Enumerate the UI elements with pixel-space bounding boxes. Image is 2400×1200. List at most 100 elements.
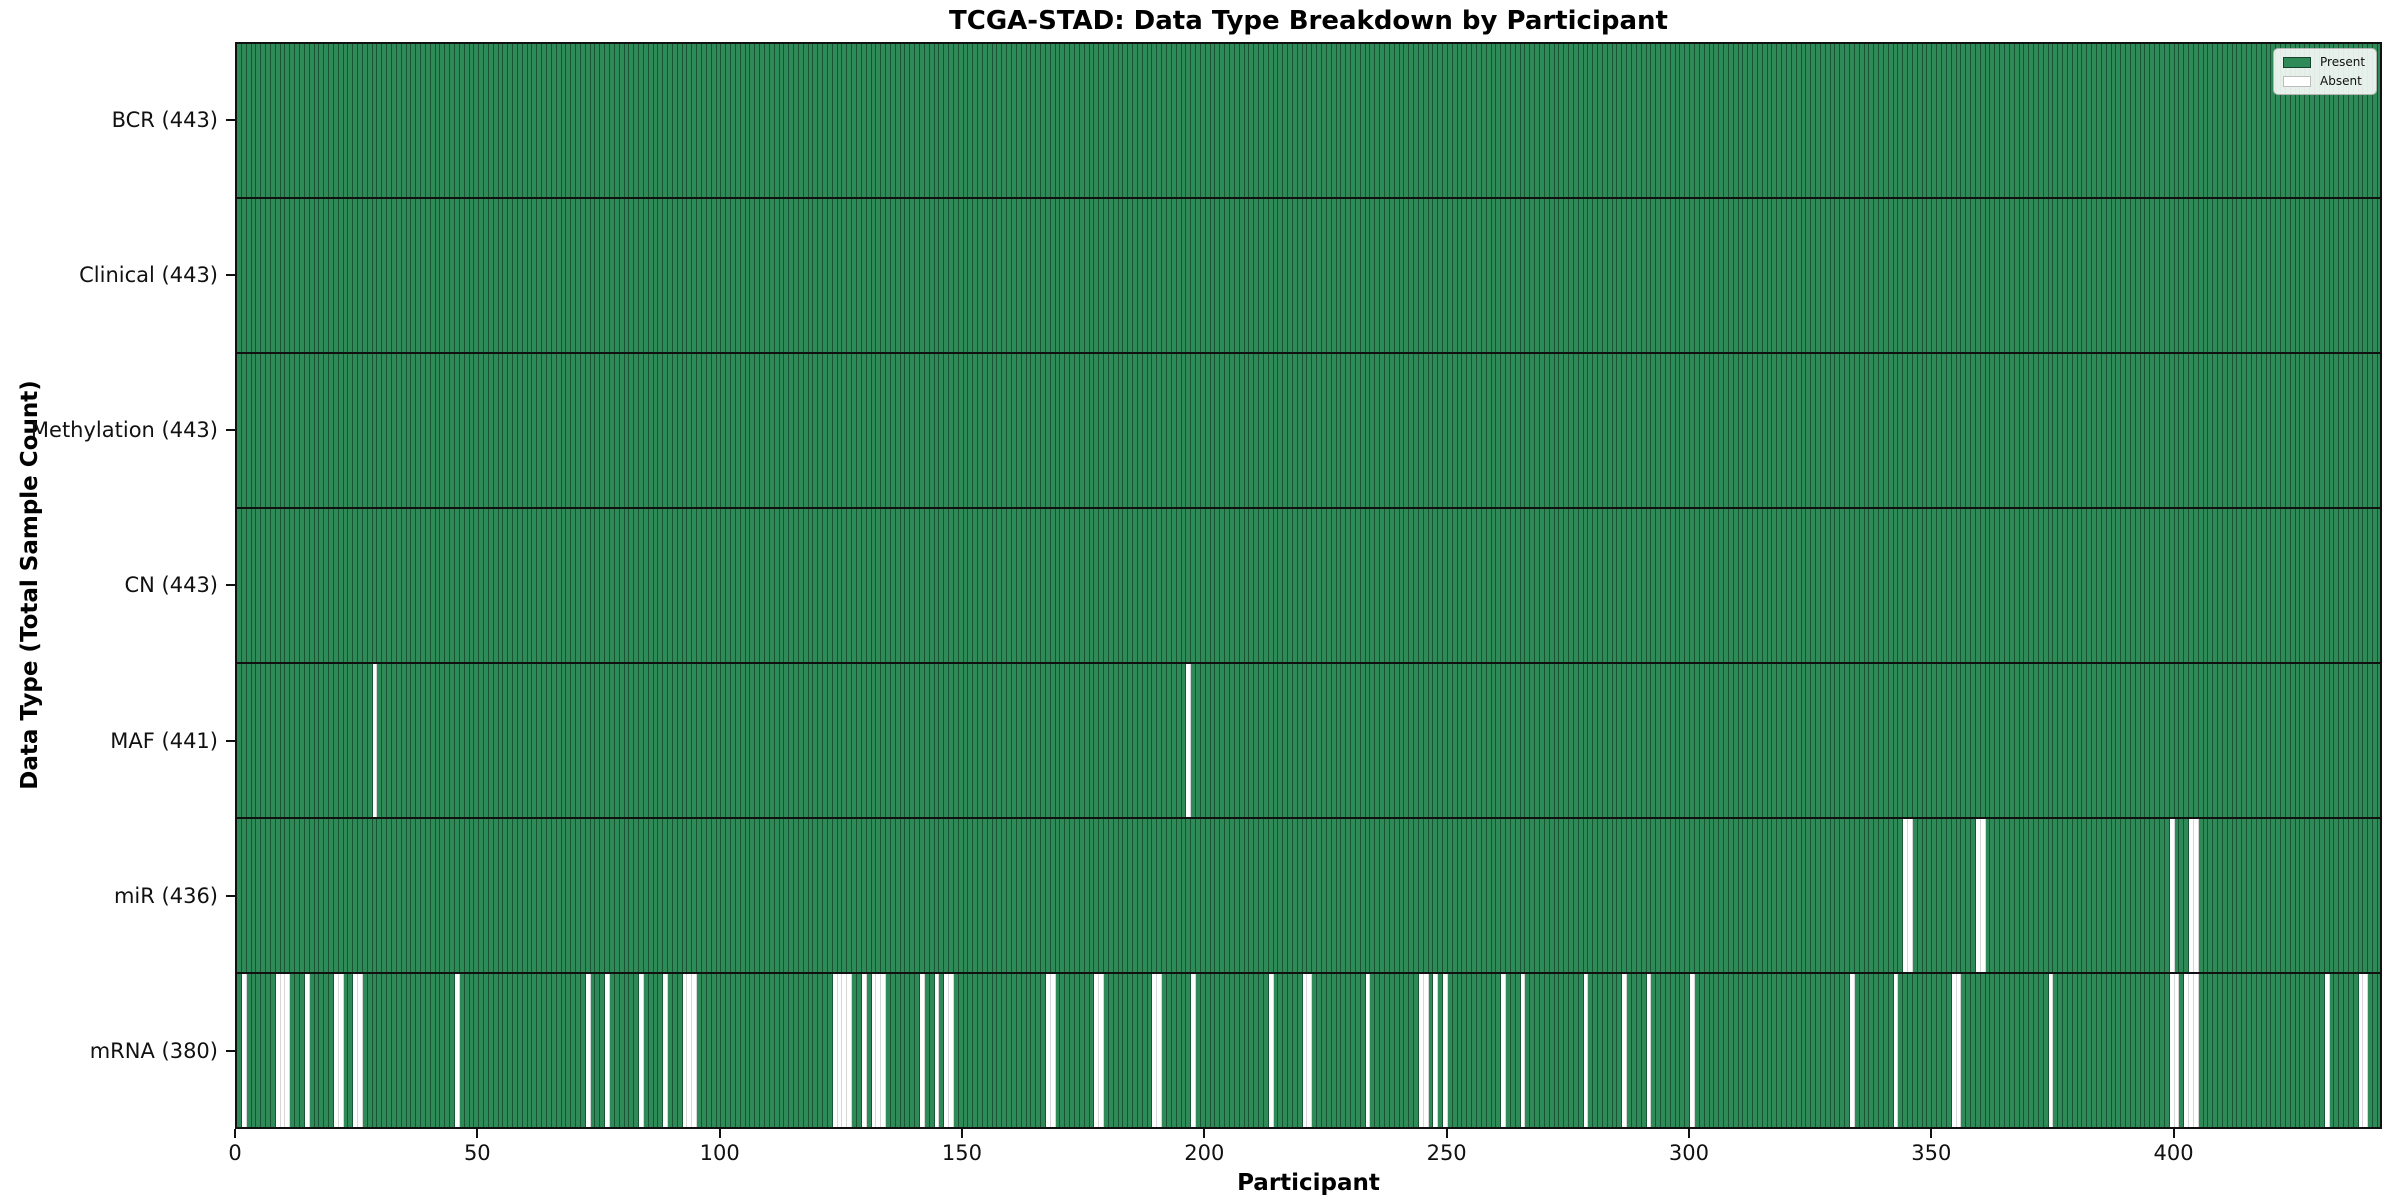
present-cell (1288, 44, 1293, 197)
present-cell (1840, 509, 1846, 662)
present-cell (1259, 509, 1264, 662)
present-cell (547, 974, 552, 1127)
present-cell (929, 819, 935, 972)
present-cell (256, 664, 262, 817)
heatmap-row-cn (237, 509, 2380, 664)
present-cell (2344, 974, 2349, 1127)
present-cell (1443, 354, 1448, 507)
present-cell (1757, 819, 1763, 972)
present-cell (2126, 199, 2131, 352)
present-cell (740, 509, 746, 662)
present-cell (953, 44, 959, 197)
present-cell (789, 509, 795, 662)
present-cell (1961, 664, 1967, 817)
present-cell (963, 974, 969, 1127)
present-cell (2029, 509, 2035, 662)
present-cell (1268, 199, 1274, 352)
present-cell (556, 44, 562, 197)
present-cell (978, 199, 983, 352)
present-cell (760, 819, 765, 972)
present-cell (2222, 44, 2228, 197)
present-cell (1627, 199, 1632, 352)
present-cell (1414, 44, 1419, 197)
present-cell (2077, 354, 2083, 507)
present-cell (1825, 819, 1831, 972)
present-cell (464, 44, 470, 197)
present-cell (1399, 819, 1405, 972)
present-cell (1225, 664, 1230, 817)
present-cell (1341, 509, 1347, 662)
present-cell (1656, 354, 1662, 507)
present-cell (1384, 44, 1390, 197)
present-cell (721, 974, 727, 1127)
present-cell (1825, 664, 1831, 817)
present-cell (2067, 354, 2073, 507)
x-tick-label: 350 (1911, 1141, 1952, 1165)
present-cell (842, 509, 848, 662)
present-cell (1738, 819, 1744, 972)
present-cell (702, 509, 707, 662)
present-cell (1849, 819, 1855, 972)
present-cell (401, 199, 407, 352)
present-cell (1074, 664, 1080, 817)
present-cell (2344, 44, 2349, 197)
present-cell (919, 199, 925, 352)
present-cell (1864, 509, 1870, 662)
present-cell (1520, 664, 1526, 817)
present-cell (818, 819, 824, 972)
present-cell (1893, 819, 1899, 972)
present-cell (1787, 664, 1792, 817)
present-cell (1283, 199, 1289, 352)
x-tick-label: 50 (463, 1141, 491, 1165)
present-cell (2184, 819, 2190, 972)
present-cell (1554, 974, 1560, 1127)
present-cell (639, 509, 644, 662)
heatmap-row-methylation (237, 354, 2380, 509)
present-cell (842, 199, 848, 352)
present-cell (1578, 199, 1584, 352)
present-cell (2111, 819, 2117, 972)
present-cell (1525, 509, 1531, 662)
present-cell (1002, 819, 1008, 972)
present-cell (2203, 44, 2209, 197)
present-cell (924, 819, 930, 972)
present-cell (1975, 664, 1981, 817)
present-cell (1874, 199, 1880, 352)
present-cell (358, 44, 363, 197)
present-cell (2295, 509, 2301, 662)
present-cell (2145, 44, 2151, 197)
present-cell (1447, 354, 1453, 507)
present-cell (600, 664, 606, 817)
present-cell (2155, 509, 2160, 662)
absent-cell (934, 974, 940, 1127)
absent-cell (1365, 974, 1371, 1127)
present-cell (2324, 664, 2330, 817)
present-cell (537, 664, 543, 817)
present-cell (668, 199, 673, 352)
absent-cell (1157, 974, 1163, 1127)
present-cell (1854, 819, 1860, 972)
present-cell (1971, 199, 1976, 352)
y-tick-label: Methylation (443) (30, 418, 218, 443)
present-cell (513, 509, 518, 662)
present-cell (1675, 44, 1681, 197)
present-cell (2004, 509, 2010, 662)
present-cell (314, 44, 320, 197)
present-cell (1762, 509, 1768, 662)
legend-swatch-present (2283, 56, 2311, 68)
present-cell (866, 664, 872, 817)
present-cell (992, 974, 998, 1127)
present-cell (919, 819, 925, 972)
present-cell (1743, 509, 1749, 662)
present-cell (1670, 509, 1676, 662)
present-cell (2252, 819, 2257, 972)
present-cell (2227, 664, 2233, 817)
x-tick-mark (1930, 1129, 1933, 1138)
present-cell (1854, 354, 1860, 507)
present-cell (2004, 199, 2010, 352)
present-cell (392, 44, 397, 197)
present-cell (1380, 44, 1385, 197)
present-cell (314, 354, 320, 507)
present-cell (1472, 974, 1477, 1127)
